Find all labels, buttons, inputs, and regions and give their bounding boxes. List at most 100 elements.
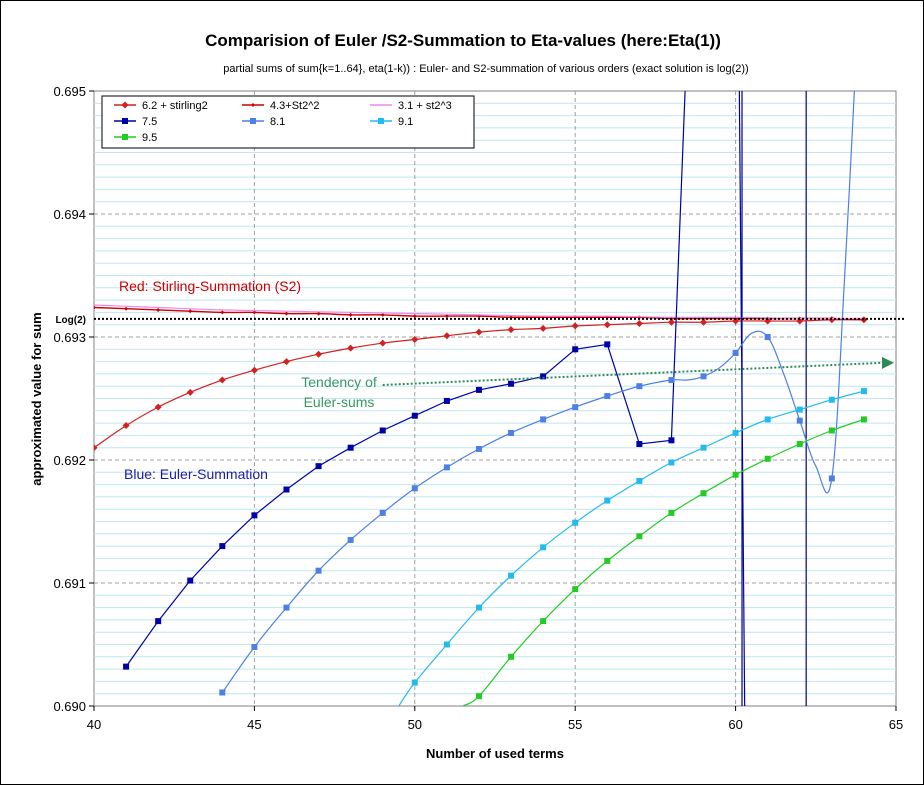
- series-line: [94, 304, 864, 320]
- legend-label: 9.5: [142, 132, 157, 144]
- data-point: [668, 437, 675, 444]
- data-point: [315, 567, 322, 574]
- legend-item: 9.1: [370, 116, 413, 128]
- legend-swatch-marker: [251, 103, 255, 107]
- data-point: [604, 393, 611, 400]
- data-point: [283, 486, 290, 493]
- data-point: [604, 341, 611, 348]
- annotations: Red: Stirling-Summation (S2) Tendency of E…: [119, 278, 377, 482]
- data-point: [540, 373, 547, 380]
- data-point: [411, 412, 418, 419]
- y-tick-label: 0.692: [53, 453, 86, 468]
- reference-line-label: Log(2): [55, 315, 86, 326]
- data-point: [828, 427, 835, 434]
- data-point: [828, 396, 835, 403]
- data-point: [94, 444, 98, 452]
- data-point: [411, 679, 418, 686]
- legend-item: 9.5: [114, 132, 157, 144]
- data-point: [540, 416, 547, 423]
- data-point: [154, 403, 162, 411]
- data-point: [732, 349, 739, 356]
- data-point: [571, 322, 579, 330]
- series-3-1-st2-3: [94, 304, 864, 320]
- data-point: [284, 311, 289, 316]
- data-point: [380, 312, 385, 317]
- legend-swatch-marker: [250, 118, 256, 124]
- series-9-5: [462, 416, 867, 706]
- data-point: [252, 310, 257, 315]
- annotation-red-stirling: Red: Stirling-Summation (S2): [119, 278, 301, 294]
- series-6-2-stirling2: [94, 316, 868, 452]
- data-point: [572, 586, 579, 593]
- legend-label: 9.1: [398, 116, 413, 128]
- legend: 6.2 + stirling2 4.3+St2^2 3.1 + st2^3 7.5 8.…: [101, 95, 475, 149]
- data-point: [443, 464, 450, 471]
- legend-item: 8.1: [242, 116, 285, 128]
- data-point: [186, 388, 194, 396]
- data-point: [251, 643, 258, 650]
- legend-swatch-marker: [378, 118, 384, 124]
- data-point: [635, 319, 643, 327]
- data-point: [508, 572, 515, 579]
- legend-label: 8.1: [270, 116, 285, 128]
- data-point: [316, 311, 321, 316]
- data-point: [475, 445, 482, 452]
- series-8-1: [219, 91, 855, 696]
- data-point: [700, 490, 707, 497]
- legend-item: 3.1 + st2^3: [370, 100, 452, 112]
- series-9-1: [398, 388, 867, 706]
- data-point: [379, 427, 386, 434]
- data-point: [764, 416, 771, 423]
- chart-title: Comparision of Euler /S2-Summation to Et…: [205, 31, 721, 50]
- data-point: [444, 314, 449, 319]
- data-point: [347, 444, 354, 451]
- data-point: [700, 444, 707, 451]
- data-point: [475, 386, 482, 393]
- legend-label: 6.2 + stirling2: [142, 100, 208, 112]
- data-point: [572, 346, 579, 353]
- data-point: [636, 477, 643, 484]
- legend-item: 7.5: [114, 116, 157, 128]
- legend-label: 3.1 + st2^3: [398, 100, 452, 112]
- data-point: [220, 310, 225, 315]
- data-point: [379, 509, 386, 516]
- data-point: [764, 455, 771, 462]
- data-point: [636, 441, 643, 448]
- data-point: [347, 344, 355, 352]
- x-axis-label: Number of used terms: [426, 746, 564, 761]
- data-point: [443, 397, 450, 404]
- data-point: [315, 463, 322, 470]
- annotation-euler-sums: Euler-sums: [304, 394, 375, 410]
- data-point: [155, 618, 162, 625]
- data-point: [860, 388, 867, 395]
- data-point: [315, 350, 323, 358]
- y-tick-label: 0.690: [53, 699, 86, 714]
- data-point: [732, 317, 740, 325]
- data-point: [508, 653, 515, 660]
- data-point: [475, 604, 482, 611]
- legend-item: 6.2 + stirling2: [114, 100, 208, 112]
- data-point: [348, 312, 353, 317]
- y-tick-label: 0.691: [53, 576, 86, 591]
- series-clipped: [94, 91, 868, 706]
- data-point: [604, 497, 611, 504]
- data-point: [508, 380, 515, 387]
- data-point: [604, 557, 611, 564]
- legend-swatch-marker: [121, 101, 129, 109]
- y-tick-label: 0.694: [53, 207, 86, 222]
- data-point: [860, 416, 867, 423]
- data-point: [283, 604, 290, 611]
- data-point: [94, 305, 96, 310]
- x-tick-label: 65: [889, 717, 903, 732]
- annotation-blue-euler: Blue: Euler-Summation: [124, 466, 268, 482]
- legend-item: 4.3+St2^2: [242, 100, 320, 112]
- data-point: [603, 321, 611, 329]
- data-point: [700, 373, 707, 380]
- data-point: [668, 459, 675, 466]
- data-point: [443, 332, 451, 340]
- data-point: [187, 577, 194, 584]
- data-point: [828, 475, 835, 482]
- data-point: [156, 307, 161, 312]
